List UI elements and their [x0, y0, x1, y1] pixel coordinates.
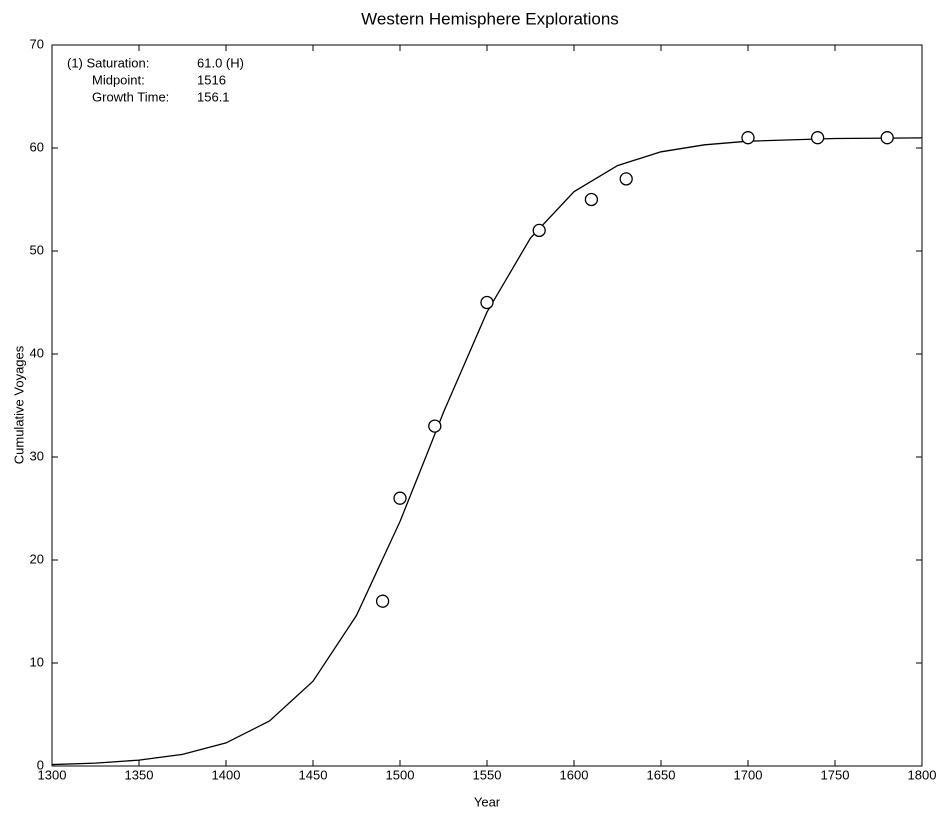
- annotation-value: 156.1: [197, 89, 230, 104]
- y-tick-label: 40: [30, 345, 44, 360]
- data-point: [375, 594, 390, 608]
- fit-curve: [51, 137, 923, 766]
- data-point: [584, 192, 599, 207]
- x-tick-label: 1450: [299, 767, 328, 782]
- data-point: [810, 131, 825, 145]
- annotation-label: (1) Saturation:: [67, 55, 149, 70]
- annotation-value: 61.0 (H): [197, 55, 244, 70]
- annotation-value: 1516: [197, 72, 226, 87]
- annotation-label: Midpoint:: [92, 72, 145, 87]
- data-point: [619, 172, 633, 186]
- x-axis-label: Year: [474, 794, 501, 809]
- y-tick-label: 10: [30, 654, 44, 669]
- y-tick-label: 20: [30, 551, 44, 566]
- x-tick-label: 1550: [473, 767, 502, 782]
- data-point: [480, 295, 494, 310]
- y-tick-label: 60: [30, 139, 44, 154]
- x-tick-label: 1800: [908, 767, 937, 782]
- y-axis-label: Cumulative Voyages: [11, 345, 26, 464]
- y-tick-label: 70: [30, 36, 44, 51]
- x-tick-label: 1350: [125, 767, 154, 782]
- y-tick-label: 30: [30, 448, 44, 463]
- y-tick-label: 0: [37, 757, 44, 772]
- data-point: [428, 419, 442, 433]
- x-tick-label: 1400: [212, 767, 241, 782]
- plot-frame: [51, 44, 923, 767]
- x-tick-label: 1750: [821, 767, 850, 782]
- data-point: [393, 491, 407, 505]
- y-tick-label: 50: [30, 242, 44, 257]
- x-tick-label: 1700: [734, 767, 763, 782]
- x-tick-label: 1500: [386, 767, 415, 782]
- annotation-label: Growth Time:: [92, 89, 169, 104]
- x-tick-label: 1650: [647, 767, 676, 782]
- data-point: [532, 223, 546, 238]
- x-tick-label: 1300: [38, 767, 67, 782]
- chart-title: Western Hemisphere Explorations: [361, 9, 619, 28]
- data-point: [880, 131, 894, 145]
- data-point: [741, 131, 755, 145]
- x-tick-label: 1600: [560, 767, 589, 782]
